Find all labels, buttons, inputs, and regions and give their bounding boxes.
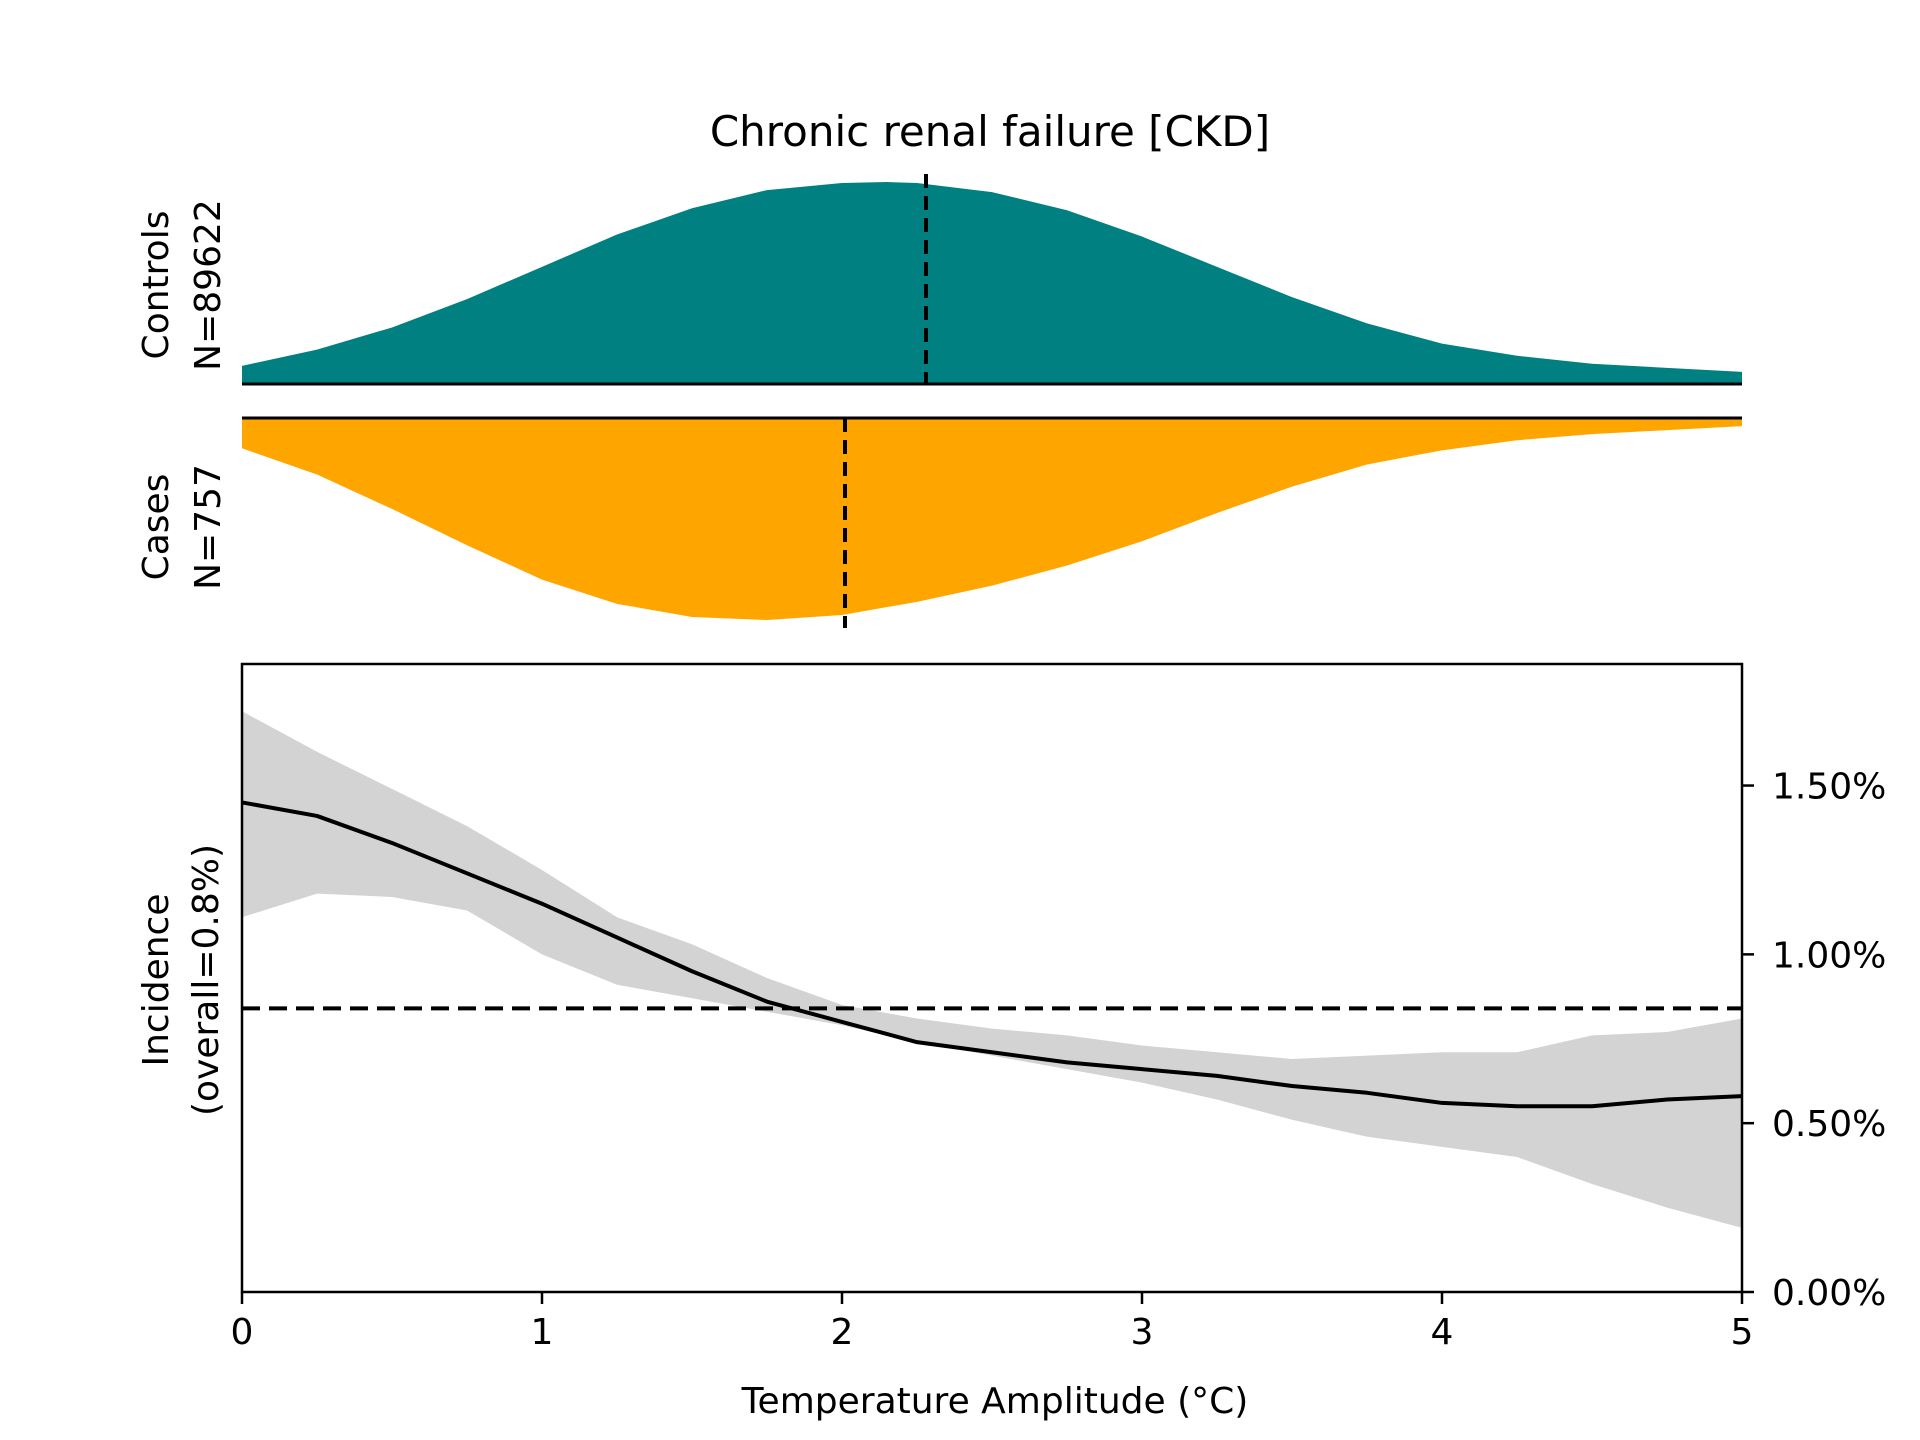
x-tick-label: 1 [531,1312,554,1353]
controls-density-area [242,182,1742,384]
controls-ylabel-line2: N=89622 [188,199,229,371]
incidence-ylabel-line1: Incidence [136,894,177,1067]
y-tick-label: 1.00% [1772,935,1886,976]
controls-density-panel [242,174,1742,386]
chart-title: Chronic renal failure [CKD] [710,107,1270,156]
incidence-confidence-band [242,711,1742,1228]
y-tick-label: 0.50% [1772,1104,1886,1145]
x-axis-label: Temperature Amplitude (°C) [741,1381,1249,1422]
incidence-ylabel-line2: (overall=0.8%) [186,844,227,1116]
incidence-axes-frame [240,662,1744,1294]
x-tick-label: 3 [1131,1312,1154,1353]
cases-ylabel-line1: Cases [136,474,177,581]
incidence-line [241,800,1743,1109]
x-tick-label: 0 [231,1312,254,1353]
cases-density-panel [242,416,1742,628]
cases-ylabel-line2: N=757 [188,464,229,590]
x-tick-label: 4 [1431,1312,1454,1353]
controls-ylabel-line1: Controls [136,211,177,360]
x-tick-label: 2 [831,1312,854,1353]
x-tick-label: 5 [1731,1312,1754,1353]
y-tick-label: 0.00% [1772,1273,1886,1314]
cases-density-area [242,418,1742,620]
y-tick-label: 1.50% [1772,767,1886,808]
incidence-panel: 0 1 2 3 4 5 0.00% 0.50% 1.00% 1.50% [231,662,1886,1353]
